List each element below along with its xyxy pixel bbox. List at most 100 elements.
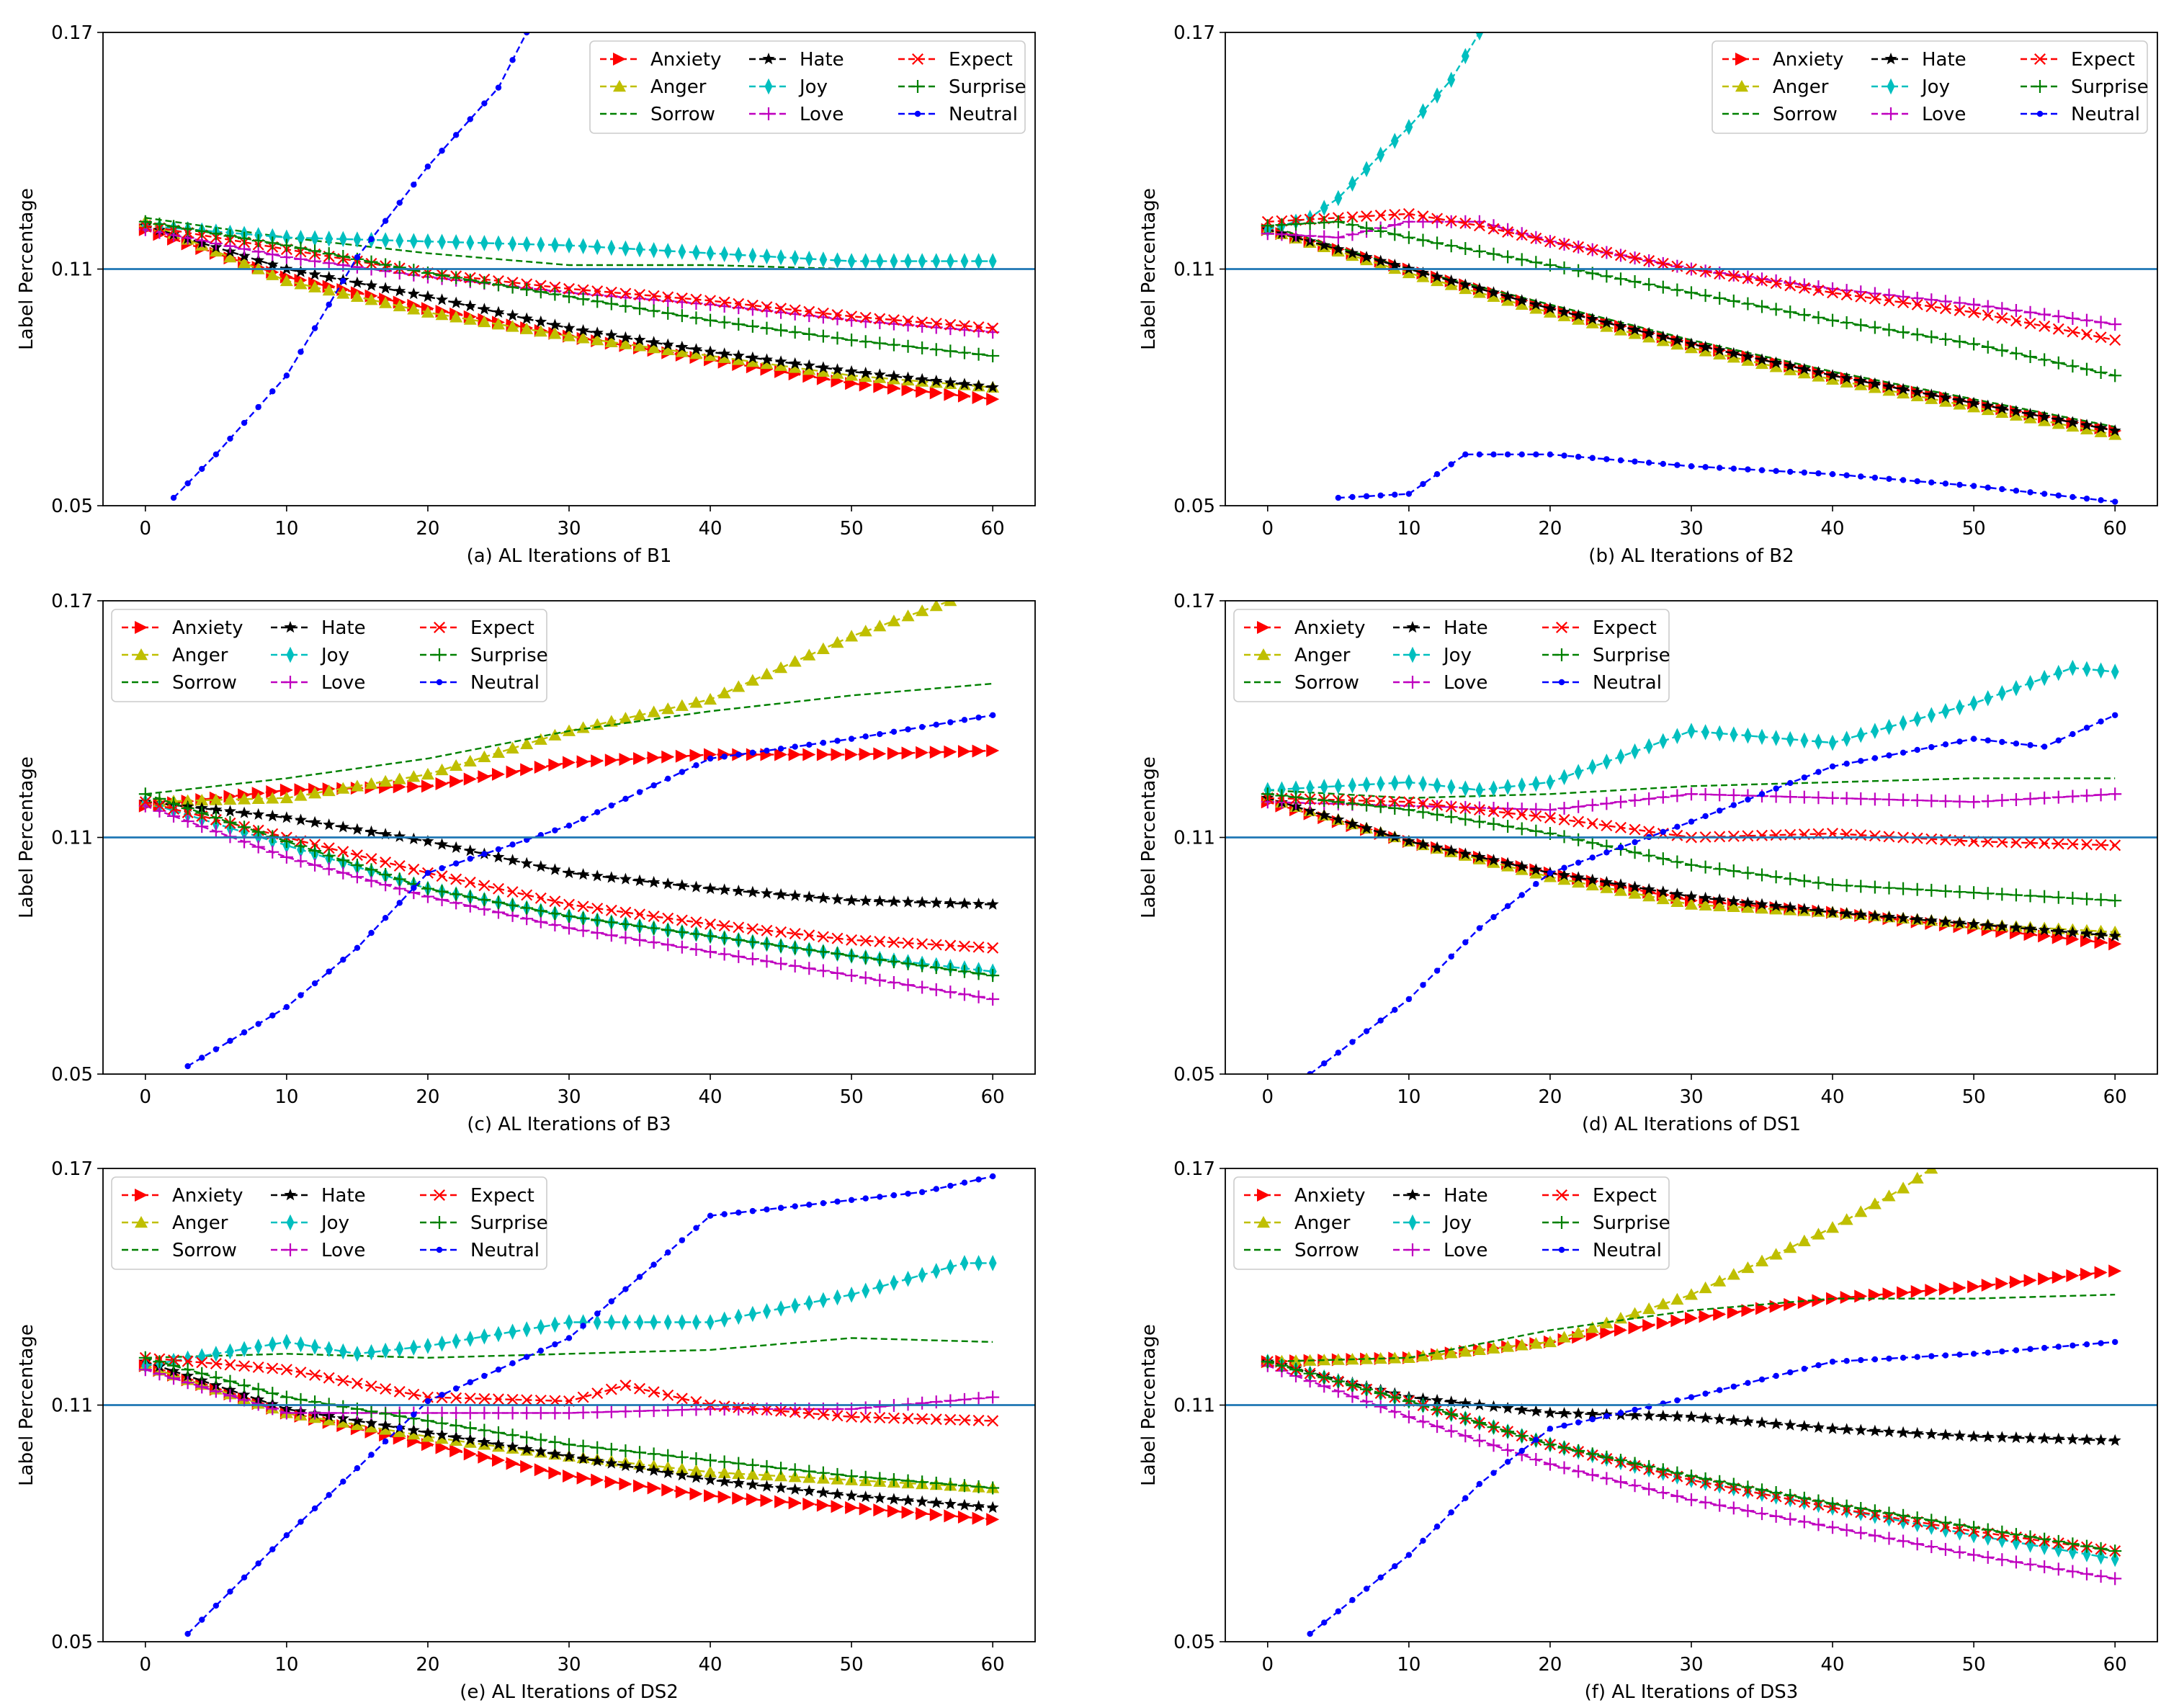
legend-label: Anxiety	[1294, 617, 1365, 639]
data-point-hate	[2052, 1432, 2065, 1444]
data-point-anger	[379, 774, 393, 787]
data-point-surprise	[1854, 318, 1868, 332]
data-point-hate	[802, 890, 815, 903]
data-point-hate	[1727, 346, 1740, 359]
data-point-surprise	[336, 249, 350, 263]
data-point-hate	[1544, 302, 1557, 314]
data-point-surprise	[463, 273, 477, 287]
data-point-anxiety	[1882, 1287, 1896, 1301]
y-axis-label: Label Percentage	[1138, 1324, 1160, 1486]
y-axis-label: Label Percentage	[16, 1324, 37, 1486]
x-axis-label: (d) AL Iterations of DS1	[1582, 1114, 1801, 1135]
data-point-surprise	[1388, 228, 1402, 241]
data-point-expect	[987, 942, 999, 954]
x-tick-label: 0	[1262, 518, 1274, 540]
data-point-neutral	[1914, 746, 1920, 754]
legend-marker	[1556, 1189, 1567, 1201]
series-line-sorrow	[1267, 1294, 2116, 1363]
data-point-love	[604, 929, 618, 942]
data-point-joy	[1377, 775, 1385, 792]
data-point-hate	[916, 895, 929, 908]
data-point-surprise	[732, 1457, 746, 1470]
data-point-anxiety	[2038, 1272, 2052, 1286]
data-point-anger	[1614, 1312, 1627, 1324]
legend-marker	[613, 80, 626, 92]
data-point-neutral	[212, 1602, 220, 1609]
data-point-joy	[734, 246, 743, 264]
data-point-neutral	[918, 1189, 926, 1196]
data-point-surprise	[350, 858, 364, 872]
data-point-neutral	[1392, 1562, 1398, 1570]
legend-entry-sorrow: Sorrow	[1244, 1240, 1359, 1261]
data-point-anger	[563, 329, 576, 341]
data-point-anxiety	[520, 763, 534, 777]
series-surprise	[138, 1351, 1000, 1495]
data-point-love	[1501, 1443, 1515, 1457]
data-point-love	[2066, 790, 2080, 803]
x-axis-label: (b) AL Iterations of B2	[1588, 545, 1794, 567]
data-point-love	[2108, 318, 2122, 331]
data-point-neutral	[764, 1206, 770, 1213]
data-point-joy	[2026, 674, 2034, 692]
data-point-neutral	[382, 1438, 389, 1445]
data-point-neutral	[1533, 1436, 1539, 1443]
data-point-neutral	[1886, 1355, 1892, 1362]
data-point-hate	[2010, 921, 2023, 934]
data-point-neutral	[707, 1212, 714, 1219]
data-point-neutral	[565, 822, 573, 829]
data-point-hate	[1529, 298, 1542, 310]
legend-marker	[286, 646, 295, 663]
data-point-anger	[1727, 351, 1740, 363]
data-point-love	[901, 978, 915, 992]
data-point-anxiety	[929, 386, 943, 400]
legend-marker	[911, 80, 924, 93]
data-point-anxiety	[661, 1483, 675, 1497]
data-point-neutral	[1717, 808, 1723, 814]
data-point-expect	[789, 1406, 801, 1418]
data-point-hate	[294, 813, 307, 826]
data-point-anger	[619, 337, 632, 349]
data-point-hate	[1642, 1409, 1655, 1421]
data-point-expect	[1629, 252, 1641, 264]
data-point-neutral	[452, 132, 460, 138]
data-point-surprise	[704, 313, 717, 327]
data-point-expect	[2024, 318, 2036, 330]
data-point-neutral	[2027, 489, 2033, 496]
data-point-love	[916, 980, 929, 994]
data-point-love	[2094, 316, 2108, 329]
data-point-surprise	[563, 910, 576, 923]
data-point-anger	[1854, 1205, 1868, 1217]
data-point-anxiety	[788, 748, 802, 761]
data-point-anger	[1444, 1346, 1458, 1359]
series-surprise	[138, 215, 1000, 362]
data-point-love	[308, 1406, 322, 1420]
legend-marker	[436, 679, 443, 686]
data-point-neutral	[2055, 737, 2062, 744]
data-point-love	[916, 1396, 929, 1410]
data-point-love	[1953, 1545, 1967, 1559]
data-point-anger	[1910, 389, 1924, 401]
data-point-expect	[563, 898, 575, 911]
series-joy	[1263, 659, 2119, 799]
x-tick-label: 10	[274, 518, 298, 540]
data-point-hate	[1939, 391, 1952, 403]
data-point-joy	[777, 1300, 785, 1317]
data-point-neutral	[1758, 791, 1766, 797]
data-point-neutral	[1420, 1537, 1426, 1544]
data-point-anger	[2108, 428, 2122, 440]
data-point-hate	[1459, 847, 1472, 859]
data-point-expect	[761, 1404, 773, 1416]
data-point-expect	[676, 292, 688, 304]
data-point-expect	[887, 1412, 900, 1424]
data-point-love	[548, 1406, 562, 1420]
data-point-surprise	[1953, 1518, 1967, 1532]
data-point-surprise	[1360, 221, 1374, 235]
data-point-neutral	[2041, 743, 2048, 750]
plot-area	[1261, 1168, 2122, 1637]
data-point-anger	[1670, 895, 1684, 907]
data-point-anger	[364, 1421, 378, 1433]
data-point-hate	[1869, 1424, 1882, 1436]
data-point-love	[1331, 231, 1345, 244]
data-point-expect	[267, 1362, 279, 1374]
x-axis-label: (c) AL Iterations of B3	[467, 1114, 671, 1135]
